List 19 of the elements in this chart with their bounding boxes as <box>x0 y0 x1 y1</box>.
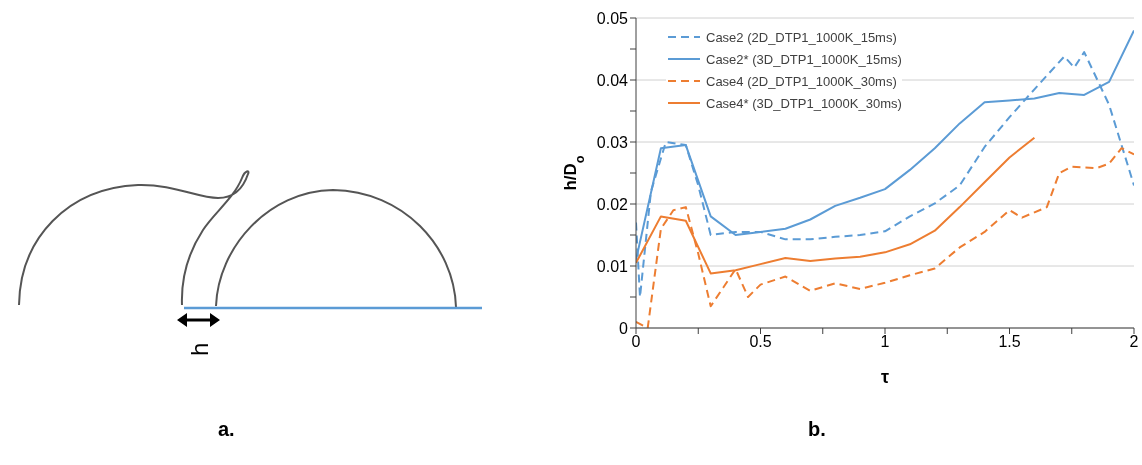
text: h <box>186 342 214 356</box>
text: a. <box>218 418 235 441</box>
legend-label: Case4* (3D_DTP1_1000K_30ms) <box>706 95 902 111</box>
y-tick-label: 0.01 <box>596 257 629 275</box>
y-tick-label: 0.03 <box>596 133 629 151</box>
text: b. <box>808 418 826 441</box>
x-tick-label: 0.5 <box>749 333 772 351</box>
y-tick-label: 0.04 <box>596 71 629 89</box>
y-tick-label: 0 <box>619 319 629 337</box>
x-tick-label: 1 <box>880 333 890 351</box>
legend-label: Case2* (3D_DTP1_1000K_15ms) <box>706 51 902 67</box>
x-tick-label: 2 <box>1129 333 1139 351</box>
x-axis-title: τ <box>880 367 890 387</box>
x-tick-label: 1.5 <box>998 333 1021 351</box>
legend-label: Case2 (2D_DTP1_1000K_15ms) <box>706 29 897 45</box>
y-tick-label: 0.05 <box>596 9 629 27</box>
y-tick-label: 0.02 <box>596 195 629 213</box>
legend-label: Case4 (2D_DTP1_1000K_30ms) <box>706 73 897 89</box>
x-tick-label: 0 <box>631 333 641 351</box>
